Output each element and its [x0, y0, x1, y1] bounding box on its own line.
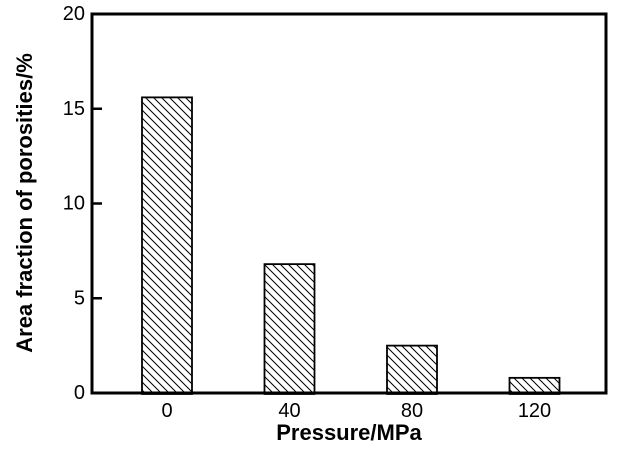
y-axis-title: Area fraction of porosities/%: [12, 53, 37, 353]
x-tick-label: 0: [161, 400, 172, 422]
bar: [141, 96, 193, 395]
y-tick-label: 20: [63, 3, 85, 25]
bar: [263, 263, 316, 395]
y-tick-label: 15: [63, 98, 85, 120]
y-ticks-layer: [93, 107, 102, 300]
plot-box: [90, 12, 608, 395]
y-tick-label: 0: [74, 382, 85, 404]
x-tick-label: 40: [278, 400, 300, 422]
x-tick-label: 80: [401, 400, 423, 422]
y-tick-label: 10: [63, 193, 85, 215]
y-tick-label: 5: [74, 287, 85, 309]
x-tick-label: 120: [518, 400, 551, 422]
tick-labels-layer: 0 5 10 15 20 0 40 80 120: [63, 3, 551, 422]
x-axis-title: Pressure/MPa: [276, 420, 422, 445]
bars-layer: [141, 96, 561, 395]
bar: [386, 344, 438, 395]
axes-layer: [90, 12, 608, 395]
